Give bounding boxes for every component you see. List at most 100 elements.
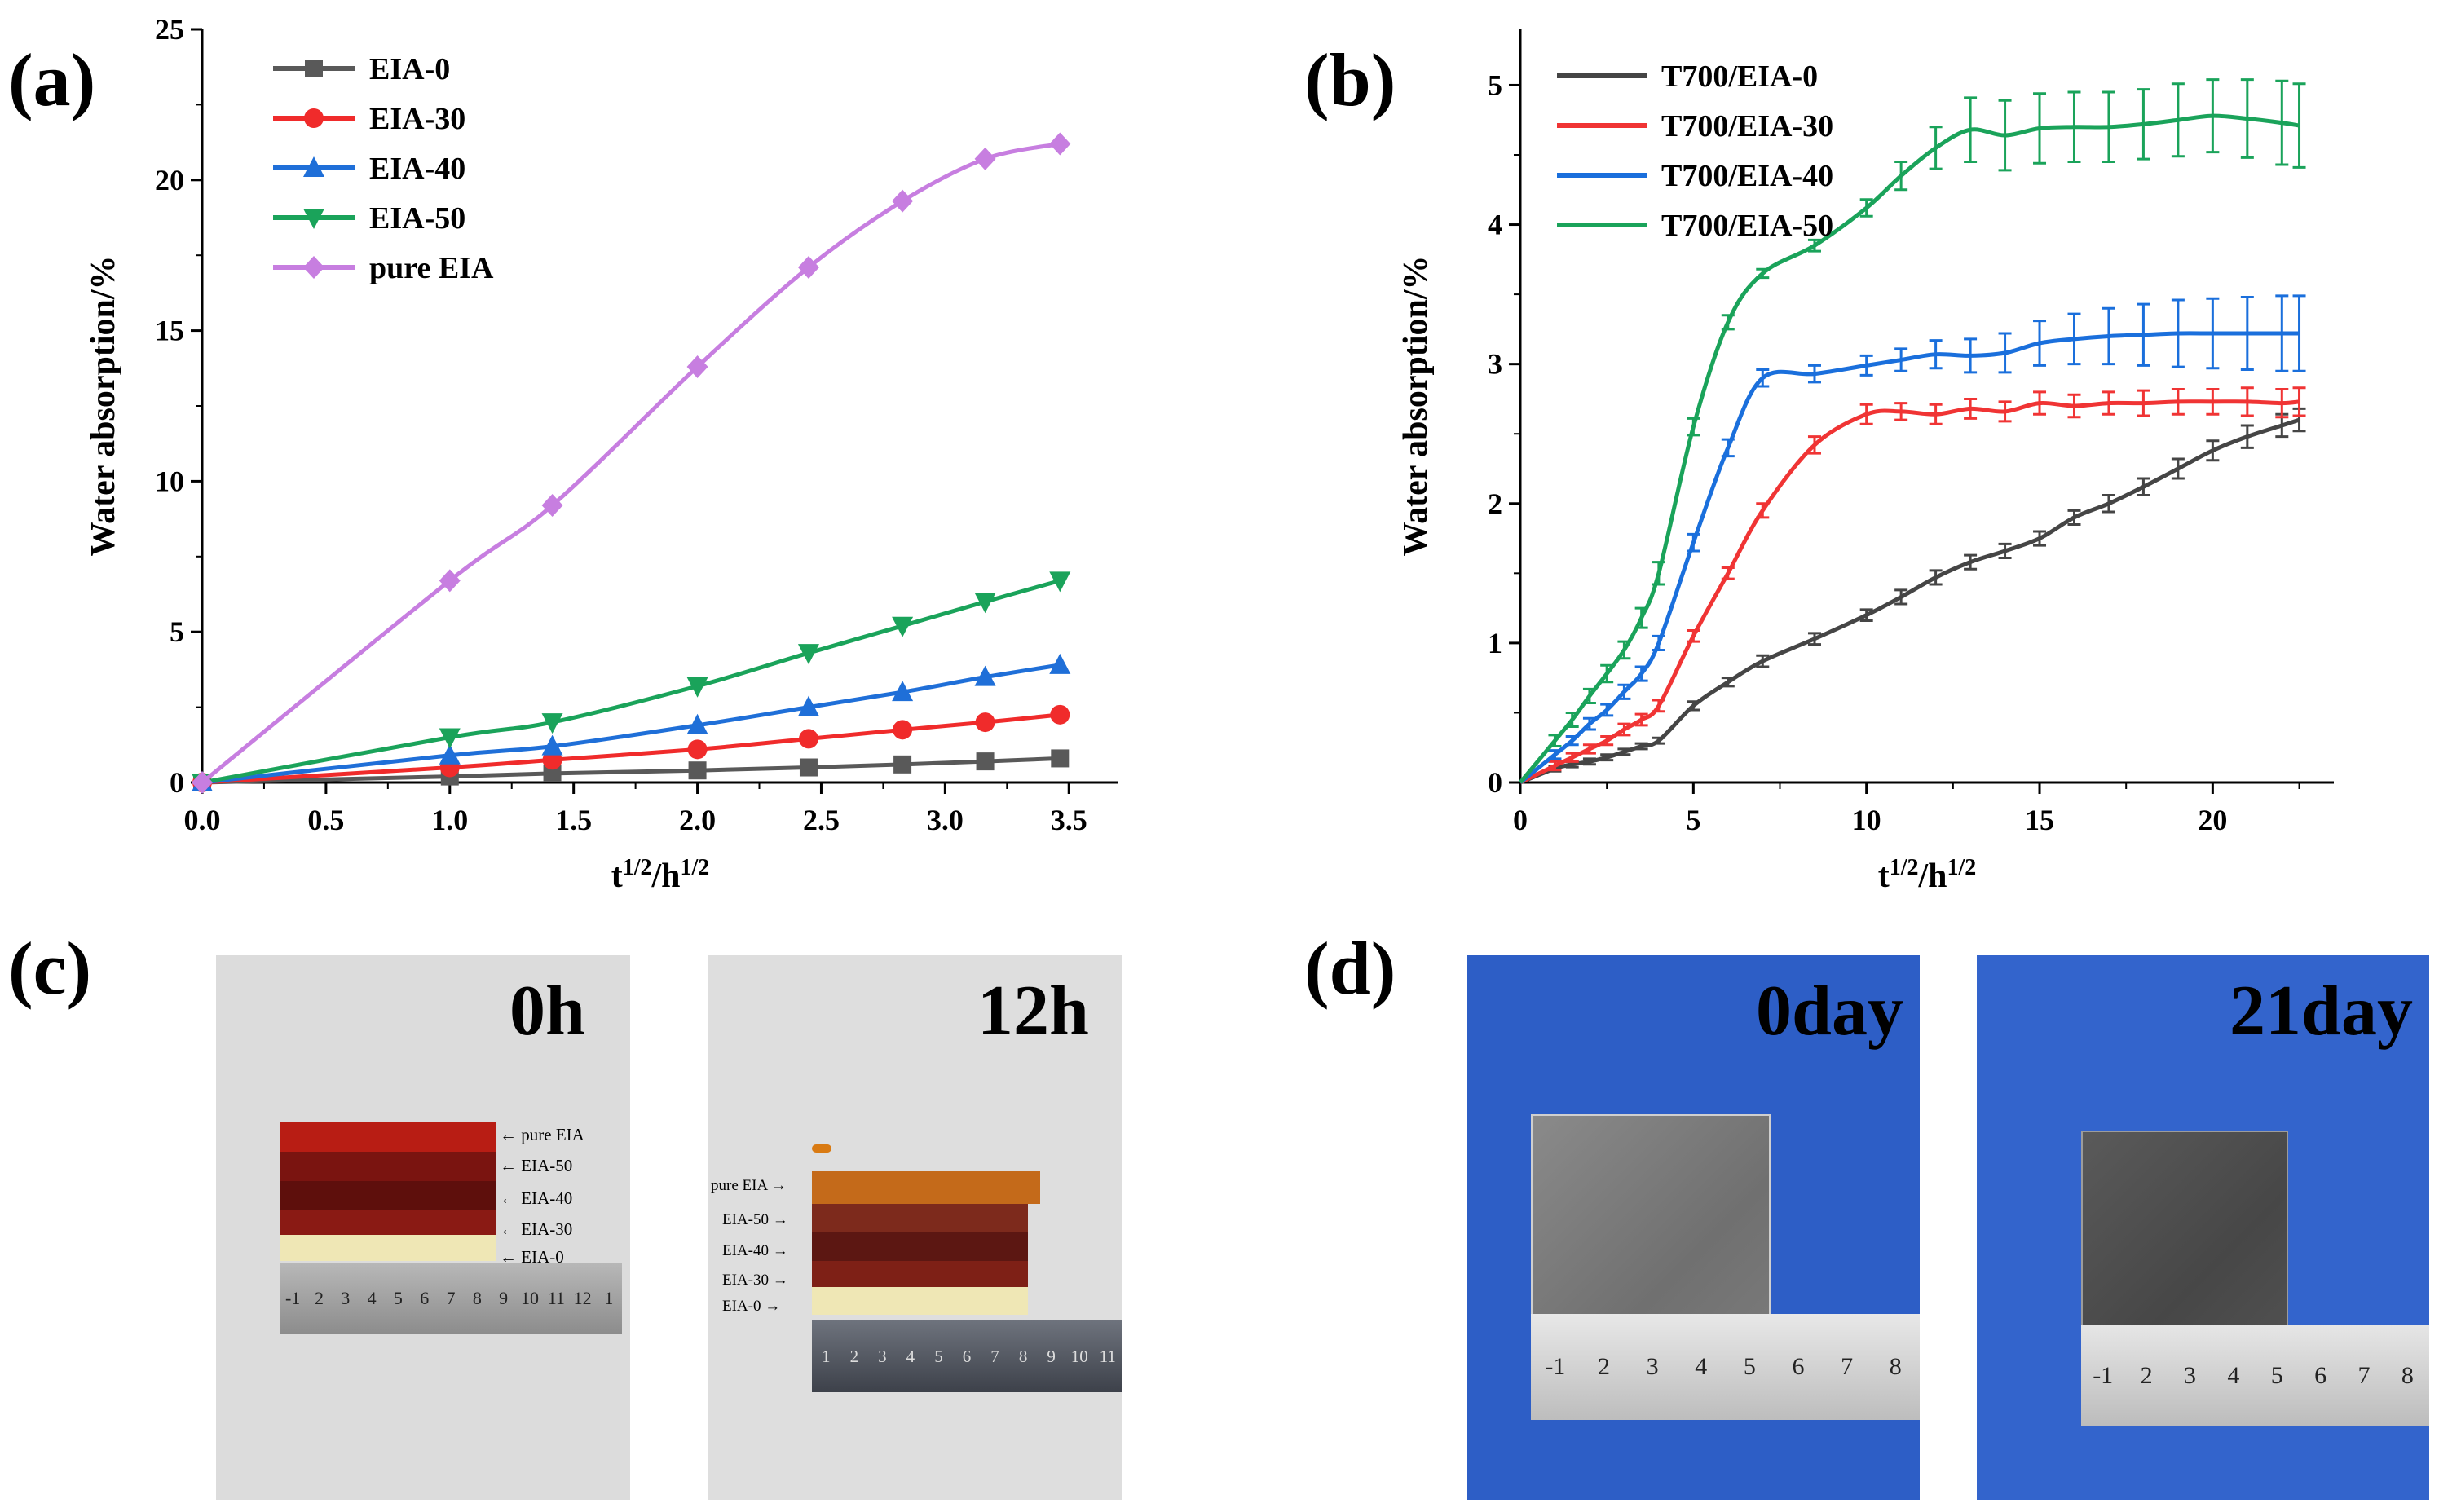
photo-d-21day: 21day -1 2 3 4 5 6 7 8 bbox=[1977, 955, 2429, 1500]
strip-eia-50 bbox=[280, 1152, 496, 1181]
ruler-mark: 4 bbox=[367, 1288, 377, 1308]
ruler-mark: 10 bbox=[1070, 1346, 1088, 1366]
x-tick-label: 1.5 bbox=[555, 804, 592, 836]
panel-label-d: (d) bbox=[1304, 927, 1396, 1010]
label-row: ← EIA-50 bbox=[500, 1156, 573, 1175]
data-point bbox=[1050, 704, 1070, 725]
data-point bbox=[686, 713, 708, 734]
x-tick-label: 10 bbox=[1852, 804, 1881, 836]
ruler-mark: 9 bbox=[499, 1288, 509, 1308]
x-tick-label: 2.5 bbox=[803, 804, 840, 836]
ruler-mark: 11 bbox=[547, 1288, 565, 1308]
strip-eia-0 bbox=[812, 1287, 1028, 1315]
ruler-mark: 4 bbox=[2227, 1361, 2240, 1389]
ruler: -1 2 3 4 5 6 7 8 bbox=[2081, 1325, 2429, 1426]
data-point bbox=[439, 569, 461, 593]
ruler-mark: 3 bbox=[878, 1346, 887, 1366]
x-axis-title: t1/2/h1/2 bbox=[1878, 855, 1977, 896]
x-tick-label: 2.0 bbox=[679, 804, 716, 836]
data-point bbox=[1049, 653, 1071, 674]
data-point bbox=[974, 665, 996, 686]
photo-c-12h: 12h pure EIA → EIA-50 → EIA-40 → EIA-30 … bbox=[708, 955, 1122, 1500]
ruler-mark: 6 bbox=[2314, 1361, 2327, 1389]
x-tick-label: 0 bbox=[1513, 804, 1528, 836]
orange-fragment bbox=[812, 1144, 831, 1153]
photo-title: 0day bbox=[1756, 972, 1903, 1051]
label-row: ← EIA-40 bbox=[500, 1188, 573, 1208]
ruler-mark: 2 bbox=[1597, 1353, 1610, 1380]
y-tick-label: 5 bbox=[170, 615, 184, 648]
data-point bbox=[797, 695, 819, 716]
y-tick-label: 3 bbox=[1488, 348, 1502, 381]
ruler-mark: 7 bbox=[2357, 1361, 2371, 1389]
x-axis-title-part: 1/2 bbox=[1947, 855, 1977, 880]
x-tick-label: 3.0 bbox=[927, 804, 964, 836]
data-point bbox=[686, 355, 708, 378]
data-point bbox=[439, 728, 461, 749]
ruler-mark: 6 bbox=[962, 1346, 972, 1366]
data-point bbox=[974, 593, 996, 614]
x-axis-title-part: t bbox=[611, 857, 623, 895]
photo-title: 21day bbox=[2229, 972, 2413, 1051]
data-point bbox=[893, 720, 913, 740]
data-point bbox=[892, 681, 914, 702]
ruler-mark: 8 bbox=[2401, 1361, 2414, 1389]
ruler-mark: 8 bbox=[1889, 1353, 1902, 1380]
panel-label-c: (c) bbox=[8, 927, 92, 1010]
ruler-mark: 6 bbox=[420, 1288, 430, 1308]
x-axis-title-part: /h bbox=[1917, 857, 1947, 895]
x-tick-label: 15 bbox=[2025, 804, 2054, 836]
data-point bbox=[541, 734, 563, 756]
series-line-t700-eia-50 bbox=[1519, 113, 2300, 784]
ruler-mark: 5 bbox=[1743, 1353, 1756, 1380]
data-point bbox=[541, 713, 563, 734]
photo-d-0day: 0day -1 2 3 4 5 6 7 8 bbox=[1467, 955, 1920, 1500]
legend-label: EIA-0 bbox=[369, 52, 450, 86]
y-tick-label: 15 bbox=[155, 315, 184, 347]
data-point bbox=[797, 644, 819, 665]
ruler-mark: -1 bbox=[2093, 1361, 2114, 1389]
y-tick-label: 4 bbox=[1488, 209, 1502, 241]
chart-a: 0.0 0.5 1.0 1.5 2.0 2.5 3.0 3.50510152025t1/2/h… bbox=[85, 13, 1118, 895]
legend-label: EIA-40 bbox=[369, 152, 465, 186]
y-tick-label: 10 bbox=[155, 465, 184, 497]
y-tick-label: 0 bbox=[1488, 766, 1502, 799]
series-line-eia-50 bbox=[201, 578, 1061, 785]
legend-marker bbox=[303, 256, 324, 279]
x-tick-label: 0.5 bbox=[307, 804, 344, 836]
y-axis-title: Water absorption/% bbox=[1397, 255, 1435, 556]
label-row: EIA-40 → bbox=[722, 1242, 788, 1259]
legend-label: pure EIA bbox=[369, 251, 494, 285]
ruler: -1 2 3 4 5 6 7 8 bbox=[1531, 1314, 1920, 1420]
data-point bbox=[975, 712, 995, 733]
photo-title: 12h bbox=[977, 972, 1089, 1051]
ruler-mark: 4 bbox=[1695, 1353, 1708, 1380]
ruler: -1 2 3 4 5 6 7 8 9 10 11 12 1 bbox=[280, 1263, 622, 1334]
x-axis-title-part: t bbox=[1878, 857, 1890, 895]
y-tick-label: 0 bbox=[170, 766, 184, 799]
ruler-mark: -1 bbox=[1545, 1353, 1566, 1380]
strip-eia-0 bbox=[280, 1235, 496, 1261]
legend-label: EIA-50 bbox=[369, 201, 465, 236]
label-row: EIA-30 → bbox=[722, 1272, 788, 1289]
ruler-mark: 5 bbox=[393, 1288, 403, 1308]
x-tick-label: 20 bbox=[2198, 804, 2227, 836]
x-tick-label: 1.0 bbox=[431, 804, 468, 836]
y-tick-label: 20 bbox=[155, 164, 184, 196]
data-point bbox=[892, 189, 914, 213]
label-row: EIA-50 → bbox=[722, 1211, 788, 1228]
photo-title: 0h bbox=[509, 972, 585, 1051]
ruler-mark: 8 bbox=[1018, 1346, 1028, 1366]
ruler-mark: 5 bbox=[2270, 1361, 2283, 1389]
photo-c-0h: 0h ← pure EIA ← EIA-50 ← EIA-40 ← EIA-30… bbox=[216, 955, 630, 1500]
data-point bbox=[688, 761, 707, 780]
ruler-mark: 4 bbox=[906, 1346, 915, 1366]
ruler-mark: 2 bbox=[849, 1346, 859, 1366]
strip-eia-30 bbox=[280, 1210, 496, 1235]
strip-eia-40 bbox=[812, 1232, 1028, 1261]
y-tick-label: 2 bbox=[1488, 487, 1502, 520]
data-point bbox=[543, 764, 562, 782]
legend-marker bbox=[305, 60, 323, 77]
x-tick-label: 0.0 bbox=[184, 804, 221, 836]
